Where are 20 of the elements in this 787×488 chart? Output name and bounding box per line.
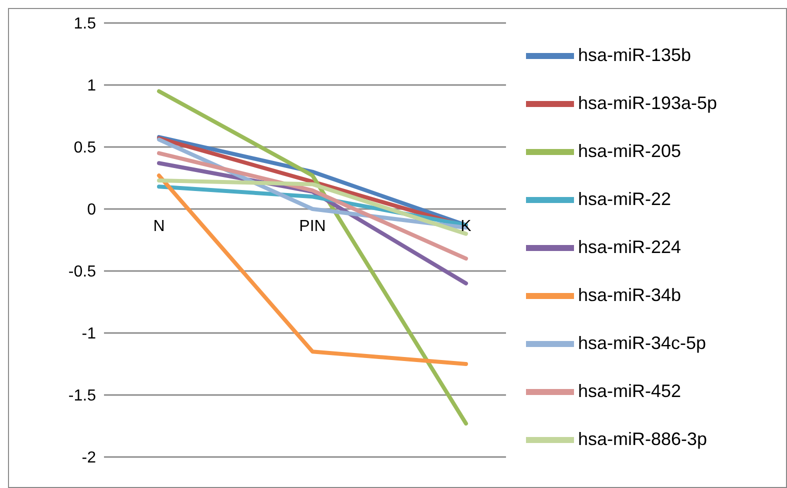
legend-label: hsa-miR-34c-5p: [578, 332, 706, 353]
legend-label: hsa-miR-452: [578, 380, 682, 401]
legend-label: hsa-miR-193a-5p: [578, 92, 718, 113]
y-tick-label: -1.5: [68, 388, 96, 405]
x-tick-label: PIN: [299, 218, 326, 235]
legend-label: hsa-miR-34b: [578, 284, 682, 305]
y-tick-label: -0.5: [68, 264, 96, 281]
legend-label: hsa-miR-135b: [578, 44, 692, 65]
legend-label: hsa-miR-205: [578, 140, 682, 161]
x-tick-label: N: [153, 218, 165, 235]
y-tick-label: 0: [87, 202, 96, 219]
y-tick-label: -1: [82, 326, 96, 343]
legend-label: hsa-miR-22: [578, 188, 672, 209]
legend-label: hsa-miR-886-3p: [578, 428, 708, 449]
y-tick-label: 1.5: [74, 16, 96, 33]
y-tick-label: -2: [82, 450, 96, 467]
y-tick-label: 1: [87, 78, 96, 95]
legend-label: hsa-miR-224: [578, 236, 682, 257]
y-tick-label: 0.5: [74, 140, 96, 157]
x-tick-label: K: [460, 218, 472, 235]
